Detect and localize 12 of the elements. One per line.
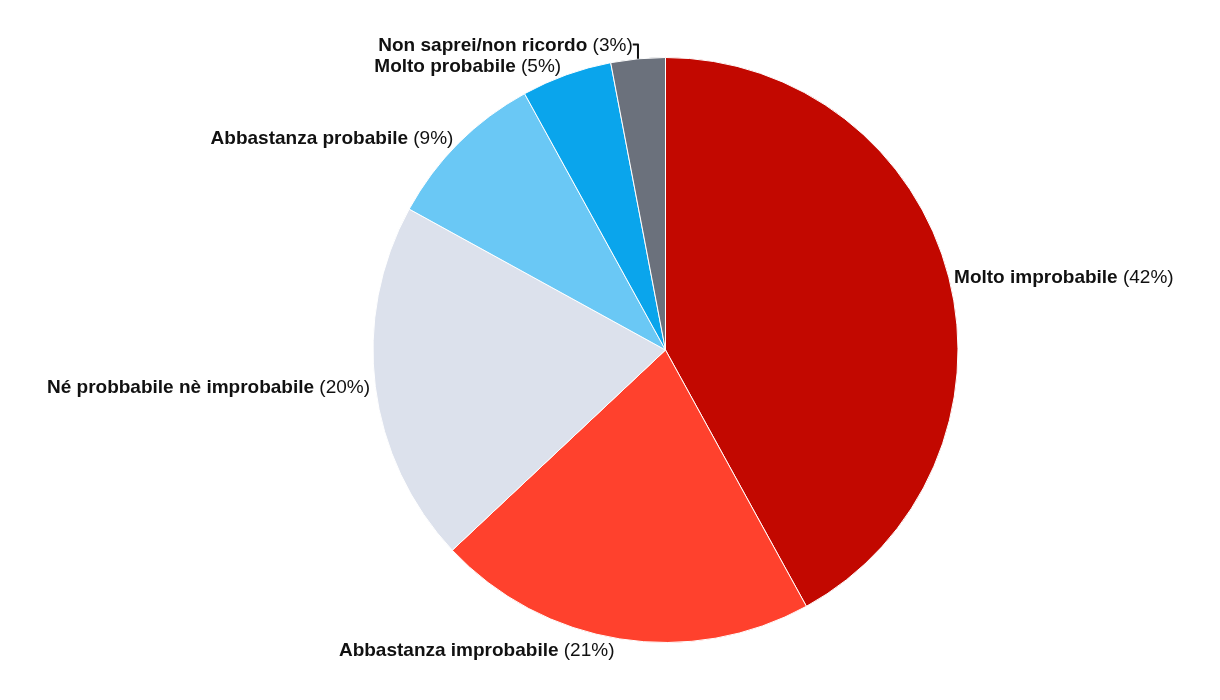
data-label: (42%) — [1122, 266, 1174, 288]
slice-label: Molto improbabile — [954, 266, 1118, 288]
data-label: (20%) — [319, 376, 371, 398]
data-label: (5%) — [521, 55, 562, 76]
data-label: (3%) — [592, 34, 633, 55]
slice-label: Né probbabile nè improbabile — [46, 376, 315, 398]
slice-label: Abbastanza improbabile — [338, 638, 559, 660]
data-label: (21%) — [563, 638, 615, 660]
slice-label: Non saprei/non ricordo — [378, 34, 588, 55]
slice-label: Molto probabile — [374, 55, 516, 76]
data-label: (9%) — [413, 127, 454, 149]
slice-label: Abbastanza probabile — [210, 127, 409, 149]
